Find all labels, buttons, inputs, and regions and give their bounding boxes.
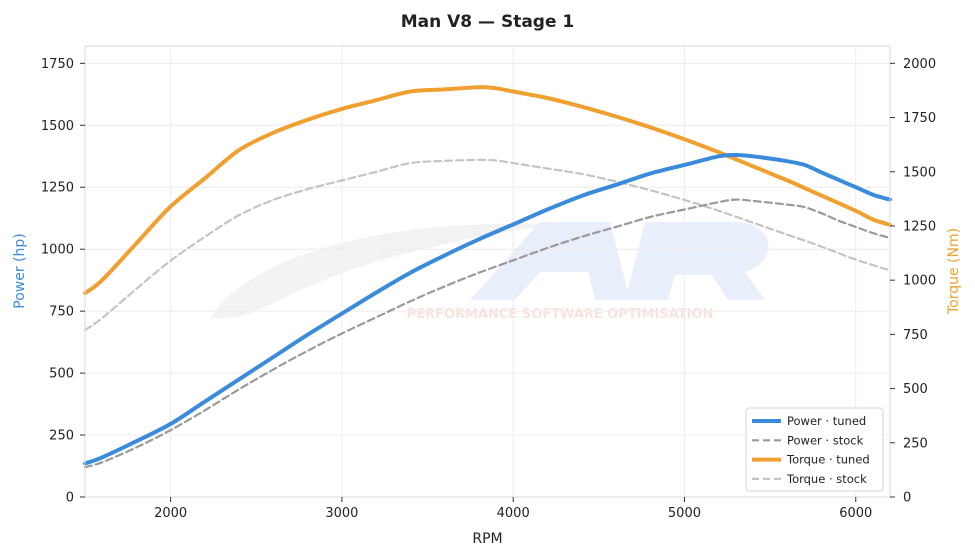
legend-label-torque-tuned: Torque · tuned	[786, 453, 870, 467]
plot-frame	[84, 45, 891, 498]
y-left-tick-label: 250	[49, 429, 74, 444]
y-right-tick-label: 0	[903, 491, 911, 506]
series-line-power-tuned	[83, 152, 892, 466]
x-tick-label: 4000	[497, 506, 530, 521]
y-axis-left: 0 250 500 750 1000 1250 1500 1750	[41, 57, 85, 506]
legend: Power · tuned Power · stock Torque · tuned…	[745, 407, 884, 492]
series-line-torque-tuned	[83, 85, 892, 296]
y-right-tick-label: 750	[903, 328, 928, 343]
y-axis-right: 0 250 500 750 1000 1250 1500 1750 2000	[890, 57, 936, 506]
x-axis-label: RPM	[472, 531, 502, 547]
y-right-tick-label: 250	[903, 436, 928, 451]
y-left-tick-label: 1000	[41, 243, 74, 258]
y-left-tick-label: 1750	[41, 57, 74, 72]
watermark-text: PERFORMANCE SOFTWARE OPTIMISATION	[407, 307, 714, 322]
legend-label-power-stock: Power · stock	[787, 433, 864, 447]
x-tick-label: 6000	[839, 506, 872, 521]
y-right-tick-label: 500	[903, 382, 928, 397]
y-right-tick-label: 1750	[903, 111, 936, 126]
y-right-tick-label: 2000	[903, 57, 936, 72]
y-right-tick-label: 1000	[903, 274, 936, 289]
y-left-tick-label: 1250	[41, 181, 74, 196]
legend-box	[745, 407, 884, 492]
series-line-power-stock	[83, 198, 892, 469]
legend-label-torque-stock: Torque · stock	[786, 472, 867, 486]
y-left-tick-label: 500	[49, 367, 74, 382]
y-right-tick-label: 1500	[903, 165, 936, 180]
y-left-tick-label: 0	[66, 491, 74, 506]
watermark-swoosh-shape	[210, 223, 560, 318]
x-tick-label: 3000	[325, 506, 358, 521]
series-line-torque-stock	[83, 158, 892, 332]
legend-label-power-tuned: Power · tuned	[787, 414, 866, 428]
y-right-tick-label: 1250	[903, 219, 936, 234]
y-axis-right-label: Torque (Nm)	[946, 228, 962, 315]
y-left-tick-label: 750	[49, 305, 74, 320]
watermark-letter-a-shape	[470, 222, 630, 300]
x-tick-label: 2000	[154, 506, 187, 521]
y-axis-left-label: Power (hp)	[12, 233, 28, 308]
x-axis: 2000 3000 4000 5000 6000	[154, 497, 872, 521]
chart-title: Man V8 — Stage 1	[401, 12, 575, 32]
x-tick-label: 5000	[668, 506, 701, 521]
y-left-tick-label: 1500	[41, 119, 74, 134]
series-layer	[83, 85, 892, 469]
watermark-letter-r-shape	[625, 222, 769, 300]
